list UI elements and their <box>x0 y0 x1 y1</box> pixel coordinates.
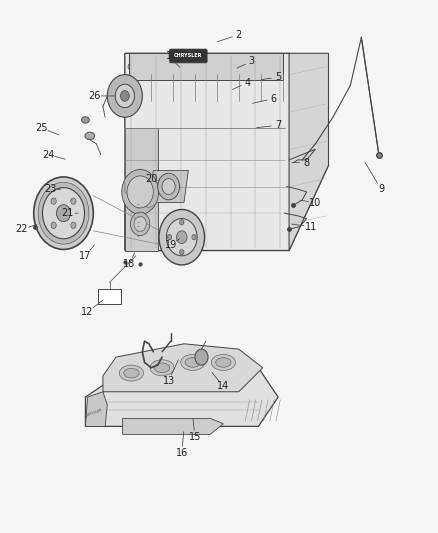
Text: 1: 1 <box>166 51 172 61</box>
Circle shape <box>131 212 150 236</box>
Ellipse shape <box>119 365 143 381</box>
Text: 2: 2 <box>236 30 242 39</box>
Text: 21: 21 <box>62 208 74 218</box>
Text: 23: 23 <box>44 184 57 194</box>
Circle shape <box>166 219 197 256</box>
Circle shape <box>159 209 205 265</box>
Polygon shape <box>289 53 328 251</box>
Text: 20: 20 <box>145 174 157 183</box>
Polygon shape <box>129 53 283 80</box>
Circle shape <box>115 84 134 108</box>
Circle shape <box>71 222 76 229</box>
Polygon shape <box>103 344 263 392</box>
Ellipse shape <box>81 117 89 123</box>
Polygon shape <box>149 171 188 203</box>
Text: CHRYSLER: CHRYSLER <box>174 53 202 59</box>
Ellipse shape <box>211 354 236 370</box>
Circle shape <box>162 179 175 195</box>
Polygon shape <box>125 128 158 251</box>
Ellipse shape <box>215 358 231 367</box>
Text: 25: 25 <box>35 123 48 133</box>
Text: 12: 12 <box>81 307 94 317</box>
Text: 16: 16 <box>176 448 188 458</box>
Text: 19: 19 <box>165 240 177 250</box>
Circle shape <box>51 222 56 229</box>
Circle shape <box>180 249 184 255</box>
Polygon shape <box>123 418 223 434</box>
Circle shape <box>57 205 71 222</box>
Ellipse shape <box>124 368 139 378</box>
FancyBboxPatch shape <box>170 49 207 63</box>
Text: 26: 26 <box>88 91 100 101</box>
FancyBboxPatch shape <box>98 289 121 304</box>
Circle shape <box>177 231 187 244</box>
Text: 13: 13 <box>162 376 175 386</box>
Ellipse shape <box>85 132 95 140</box>
Circle shape <box>51 198 56 204</box>
Ellipse shape <box>180 354 205 370</box>
Circle shape <box>134 216 146 231</box>
Circle shape <box>180 220 184 225</box>
Circle shape <box>192 235 196 240</box>
Polygon shape <box>85 392 107 426</box>
Text: 14: 14 <box>217 382 230 391</box>
Polygon shape <box>125 53 328 251</box>
Circle shape <box>42 188 85 239</box>
Circle shape <box>127 176 153 208</box>
Circle shape <box>120 91 129 101</box>
Text: 22: 22 <box>16 224 28 234</box>
Ellipse shape <box>154 363 170 373</box>
Text: 11: 11 <box>305 222 317 231</box>
Polygon shape <box>85 357 278 426</box>
Text: 9: 9 <box>378 184 384 194</box>
Circle shape <box>107 75 142 117</box>
Circle shape <box>71 198 76 204</box>
Text: 8: 8 <box>304 158 310 167</box>
Text: 24: 24 <box>42 150 54 159</box>
Ellipse shape <box>150 360 174 376</box>
Text: 4: 4 <box>244 78 251 87</box>
Text: 17: 17 <box>79 251 92 261</box>
Circle shape <box>195 349 208 365</box>
Circle shape <box>34 177 93 249</box>
Circle shape <box>158 173 180 200</box>
Text: CHRYSLER: CHRYSLER <box>85 408 103 418</box>
Text: 3: 3 <box>249 56 255 66</box>
Text: 5: 5 <box>275 72 281 82</box>
Text: 7: 7 <box>275 120 281 130</box>
Text: 18: 18 <box>123 259 135 269</box>
Ellipse shape <box>185 358 200 367</box>
Text: 10: 10 <box>309 198 321 207</box>
Text: 6: 6 <box>271 94 277 103</box>
Circle shape <box>122 169 159 214</box>
Text: 15: 15 <box>189 432 201 442</box>
Circle shape <box>38 182 89 244</box>
Circle shape <box>167 235 172 240</box>
